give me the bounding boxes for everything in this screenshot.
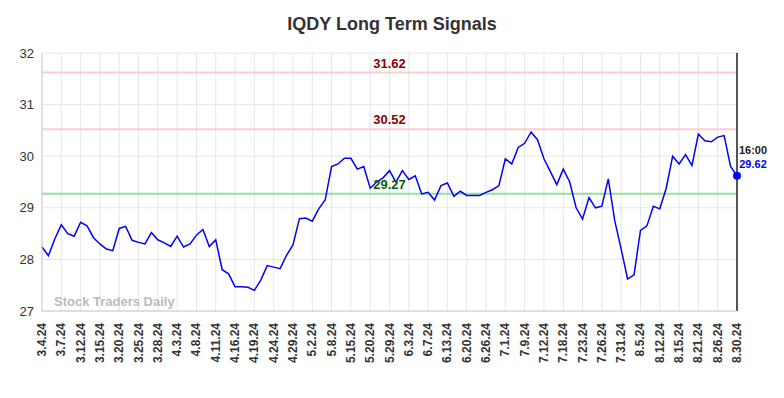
svg-text:5.29.24: 5.29.24	[383, 323, 397, 363]
html-text:IQDY Long Term Signals: IQDY Long Term Signals	[287, 14, 497, 34]
svg-text:6.7.24: 6.7.24	[421, 323, 435, 357]
svg-text:30.52: 30.52	[373, 112, 406, 127]
svg-text:27: 27	[20, 304, 34, 319]
svg-text:28: 28	[20, 252, 34, 267]
svg-text:7.23.24: 7.23.24	[576, 323, 590, 363]
svg-text:3.28.24: 3.28.24	[151, 323, 165, 363]
svg-text:29.62: 29.62	[739, 158, 767, 170]
svg-text:7.26.24: 7.26.24	[595, 323, 609, 363]
svg-text:8.30.24: 8.30.24	[730, 323, 744, 363]
svg-text:29: 29	[20, 200, 34, 215]
svg-text:4.29.24: 4.29.24	[286, 323, 300, 363]
svg-text:30: 30	[20, 149, 34, 164]
svg-text:7.9.24: 7.9.24	[518, 323, 532, 357]
svg-text:3.4.24: 3.4.24	[35, 323, 49, 357]
svg-text:4.8.24: 4.8.24	[189, 323, 203, 357]
svg-text:29.27: 29.27	[373, 177, 406, 192]
svg-text:31.62: 31.62	[373, 56, 406, 71]
svg-text:7.18.24: 7.18.24	[556, 323, 570, 363]
svg-text:3.12.24: 3.12.24	[74, 323, 88, 363]
svg-text:16:00: 16:00	[739, 144, 767, 156]
svg-text:6.26.24: 6.26.24	[479, 323, 493, 363]
svg-text:4.16.24: 4.16.24	[228, 323, 242, 363]
svg-text:8.12.24: 8.12.24	[653, 323, 667, 363]
svg-text:3.7.24: 3.7.24	[54, 323, 68, 357]
svg-text:3.25.24: 3.25.24	[132, 323, 146, 363]
html-text:Stock Traders Daily: Stock Traders Daily	[54, 294, 175, 309]
svg-text:8.5.24: 8.5.24	[633, 323, 647, 357]
svg-text:4.19.24: 4.19.24	[247, 323, 261, 363]
svg-text:8.21.24: 8.21.24	[691, 323, 705, 363]
svg-text:5.15.24: 5.15.24	[344, 323, 358, 363]
svg-text:7.31.24: 7.31.24	[614, 323, 628, 363]
svg-text:4.3.24: 4.3.24	[170, 323, 184, 357]
svg-text:6.20.24: 6.20.24	[460, 323, 474, 363]
svg-text:5.20.24: 5.20.24	[363, 323, 377, 363]
svg-text:5.2.24: 5.2.24	[305, 323, 319, 357]
svg-text:3.20.24: 3.20.24	[112, 323, 126, 363]
svg-text:31: 31	[20, 97, 34, 112]
svg-text:5.8.24: 5.8.24	[325, 323, 339, 357]
svg-text:6.13.24: 6.13.24	[440, 323, 454, 363]
svg-text:4.24.24: 4.24.24	[267, 323, 281, 363]
svg-text:7.1.24: 7.1.24	[498, 323, 512, 357]
svg-text:7.12.24: 7.12.24	[537, 323, 551, 363]
svg-text:32: 32	[20, 46, 34, 61]
svg-text:3.15.24: 3.15.24	[93, 323, 107, 363]
svg-text:8.26.24: 8.26.24	[711, 323, 725, 363]
svg-text:8.15.24: 8.15.24	[672, 323, 686, 363]
svg-text:6.3.24: 6.3.24	[402, 323, 416, 357]
svg-text:4.11.24: 4.11.24	[209, 323, 223, 363]
